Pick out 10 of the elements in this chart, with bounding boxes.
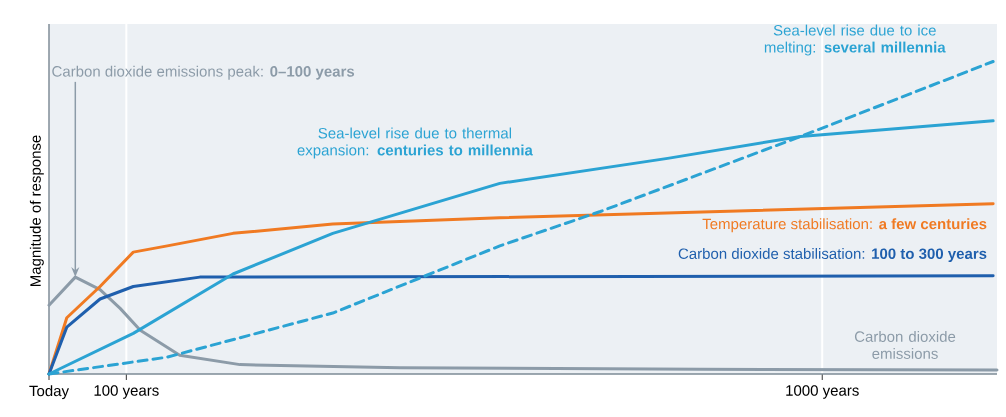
series-label: Sea-level rise due to thermal expansion: centuries to millennia xyxy=(297,127,533,159)
series-label: Carbon dioxide stabilisation: 100 to 300 years xyxy=(678,248,987,262)
x-tick-label: 100 years xyxy=(94,385,159,399)
series-label: Carbon dioxide emissions xyxy=(854,330,956,359)
x-tick-label: 1000 years xyxy=(786,385,859,399)
series-label: Sea-level rise due to ice melting: several millennia xyxy=(764,24,946,56)
annotation: Carbon dioxide emissions peak: 0–100 years xyxy=(52,65,355,80)
series-label: Temperature stabilisation: a few centuries xyxy=(702,218,987,233)
x-tick-label: Today xyxy=(29,385,69,400)
y-axis-title: Magnitude of response xyxy=(29,135,44,287)
